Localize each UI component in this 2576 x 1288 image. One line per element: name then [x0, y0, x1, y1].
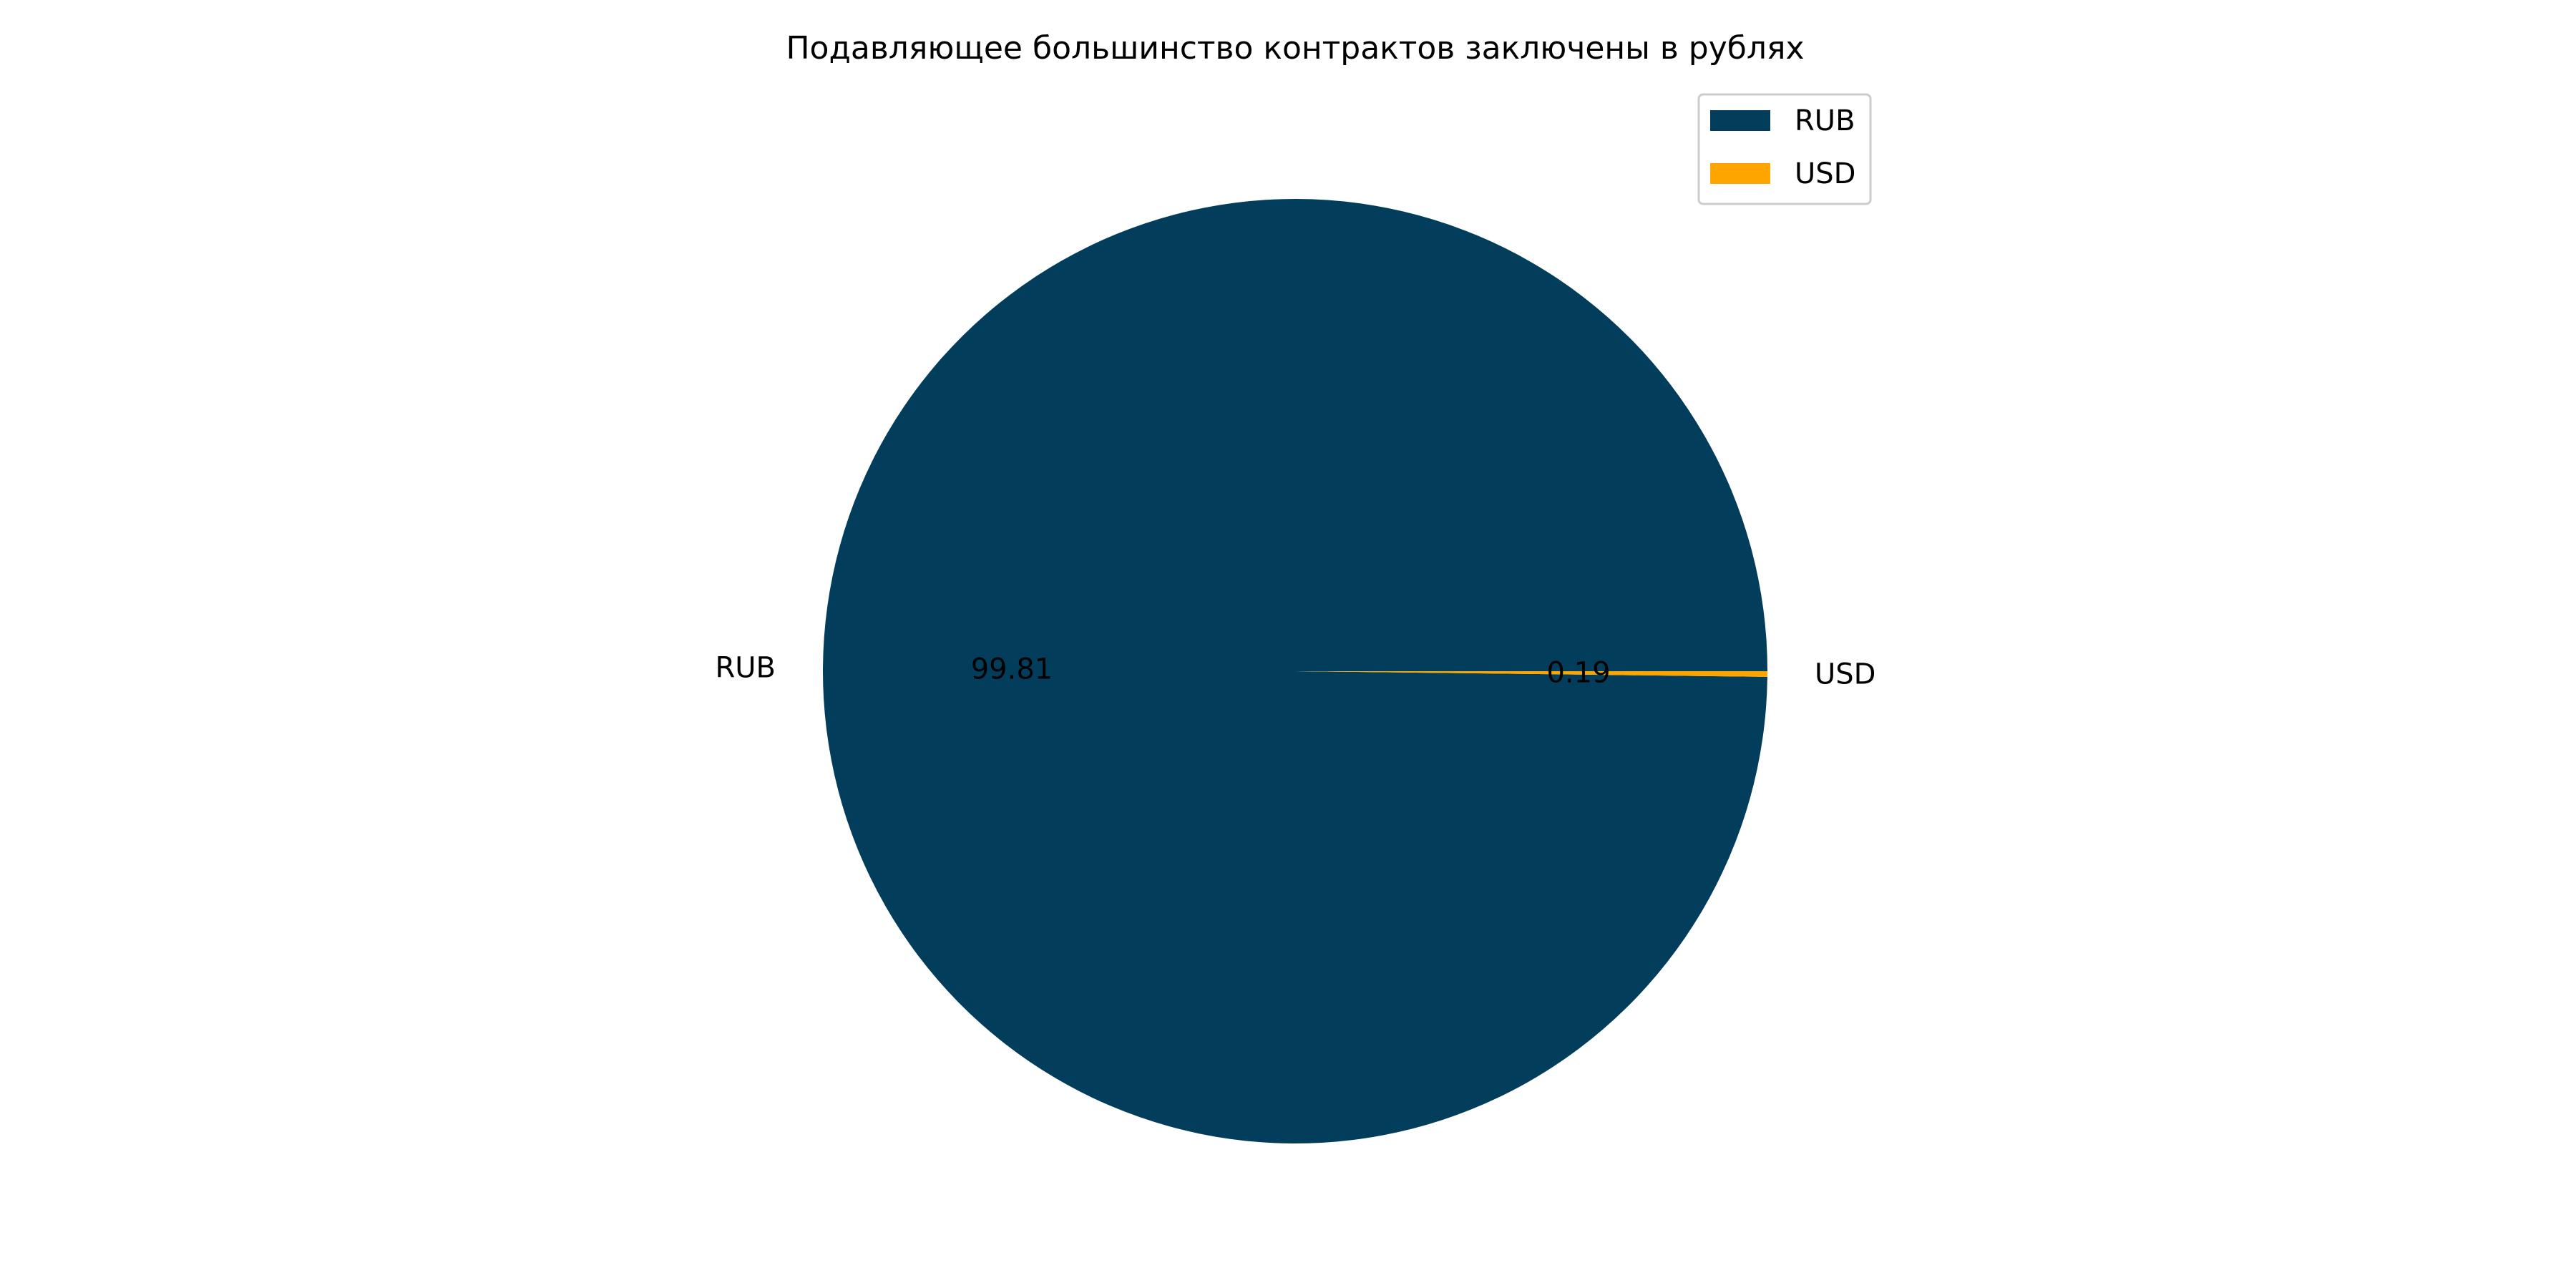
pie-slice-rub	[822, 198, 1767, 1143]
pie-slice-usd	[1295, 671, 1767, 677]
pie-category-label: USD	[1815, 658, 1875, 691]
legend-label-rub: RUB	[1795, 104, 1855, 137]
pie-category-label: RUB	[715, 652, 776, 685]
chart-title: Подавляющее большинство контрактов заклю…	[786, 30, 1804, 67]
legend-label-usd: USD	[1795, 157, 1855, 190]
legend-swatch-usd	[1710, 163, 1770, 184]
pie-value-label: 99.81	[971, 653, 1053, 686]
legend-swatch-rub	[1710, 110, 1770, 131]
pie-labels: RUB 99.81 USD 0.19	[715, 652, 1875, 691]
pie-slices	[822, 198, 1767, 1143]
legend: RUB USD	[1697, 93, 1872, 205]
pie-value-label: 0.19	[1546, 656, 1610, 689]
